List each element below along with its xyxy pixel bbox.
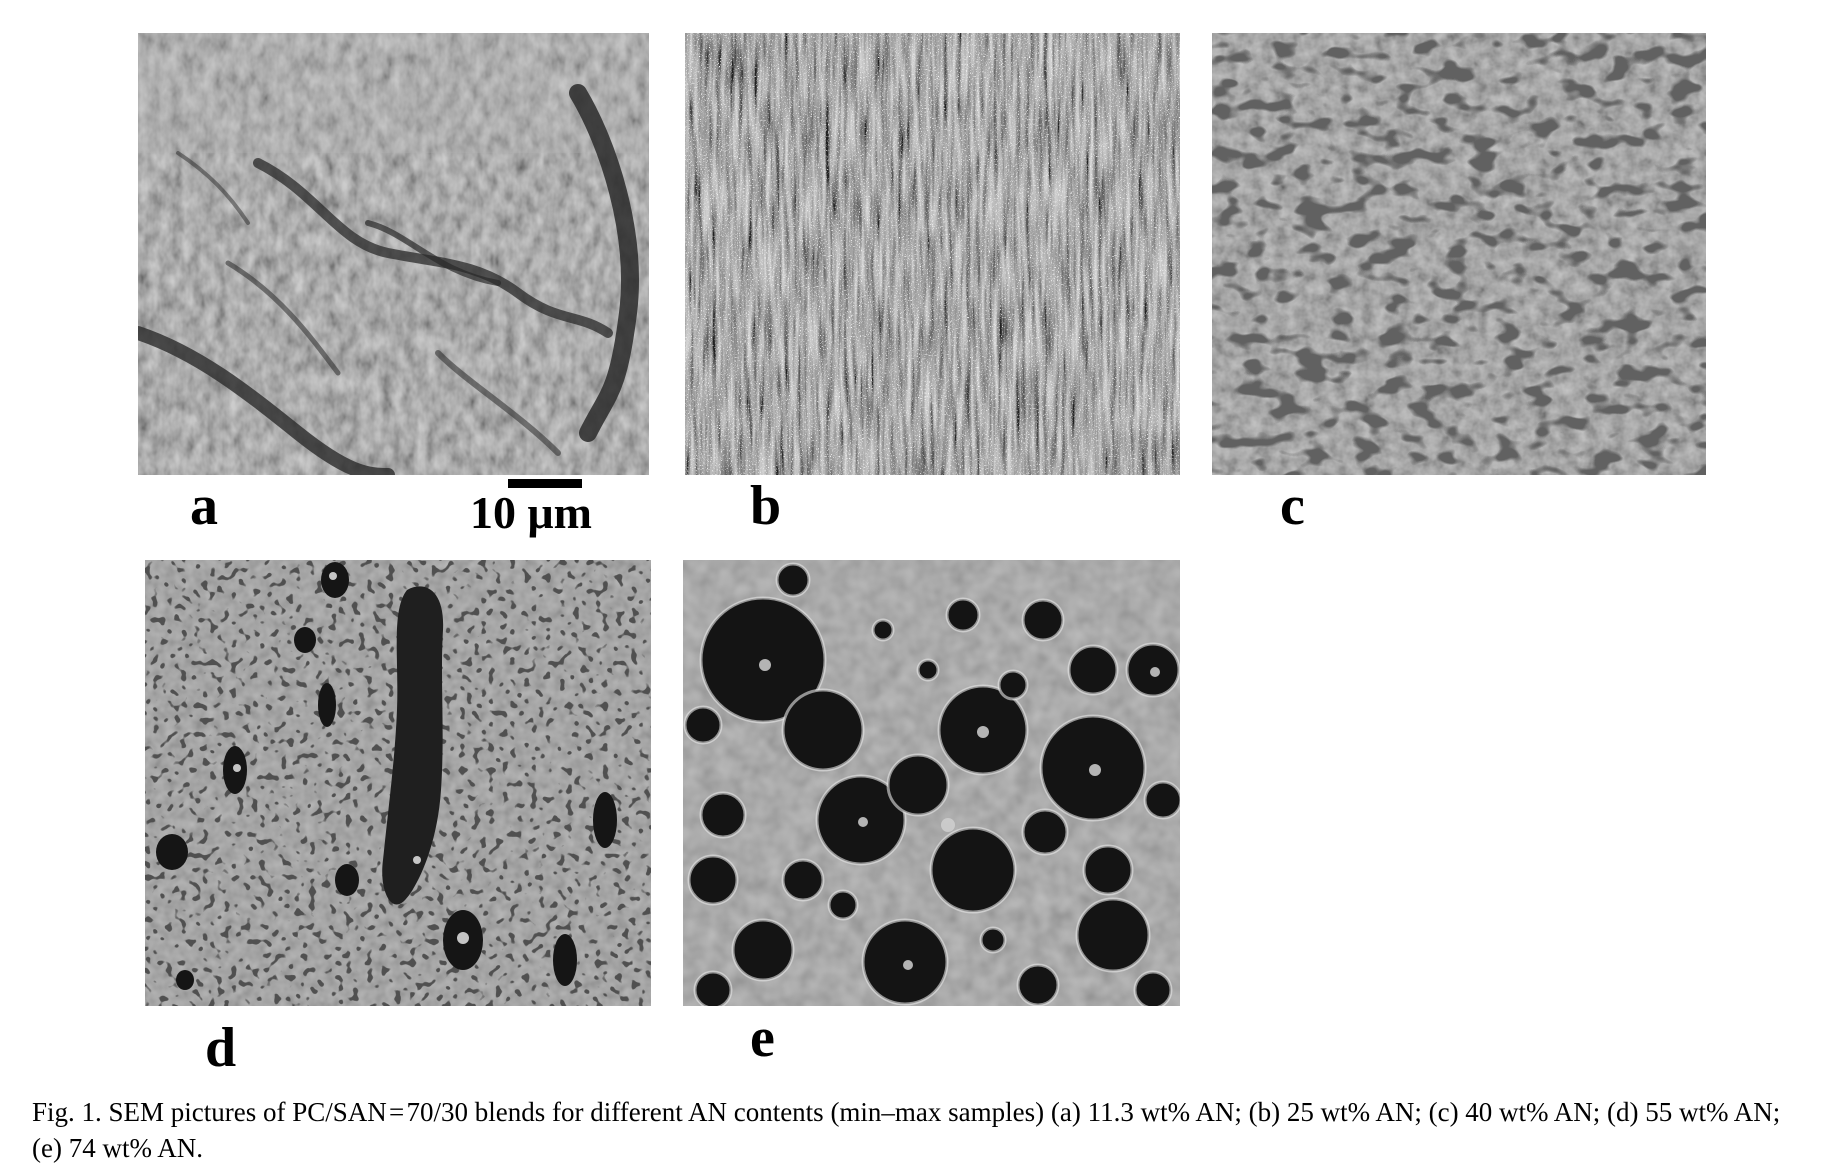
scale-bar [508,479,582,488]
sem-image-b [685,33,1180,475]
panel-label-e: e [750,1007,775,1069]
sem-image-d [145,560,651,1006]
panel-label-a: a [190,475,218,537]
sem-image-e [683,560,1180,1006]
panel-label-c: c [1280,475,1305,537]
panel-label-b: b [750,475,782,537]
sem-image-c [1212,33,1706,475]
panel-label-d: d [205,1017,237,1079]
scale-bar-label: 10 μm [470,487,592,538]
figure-caption: Fig. 1. SEM pictures of PC/SAN = 70/30 b… [32,1097,1781,1163]
sem-image-a [138,33,649,475]
